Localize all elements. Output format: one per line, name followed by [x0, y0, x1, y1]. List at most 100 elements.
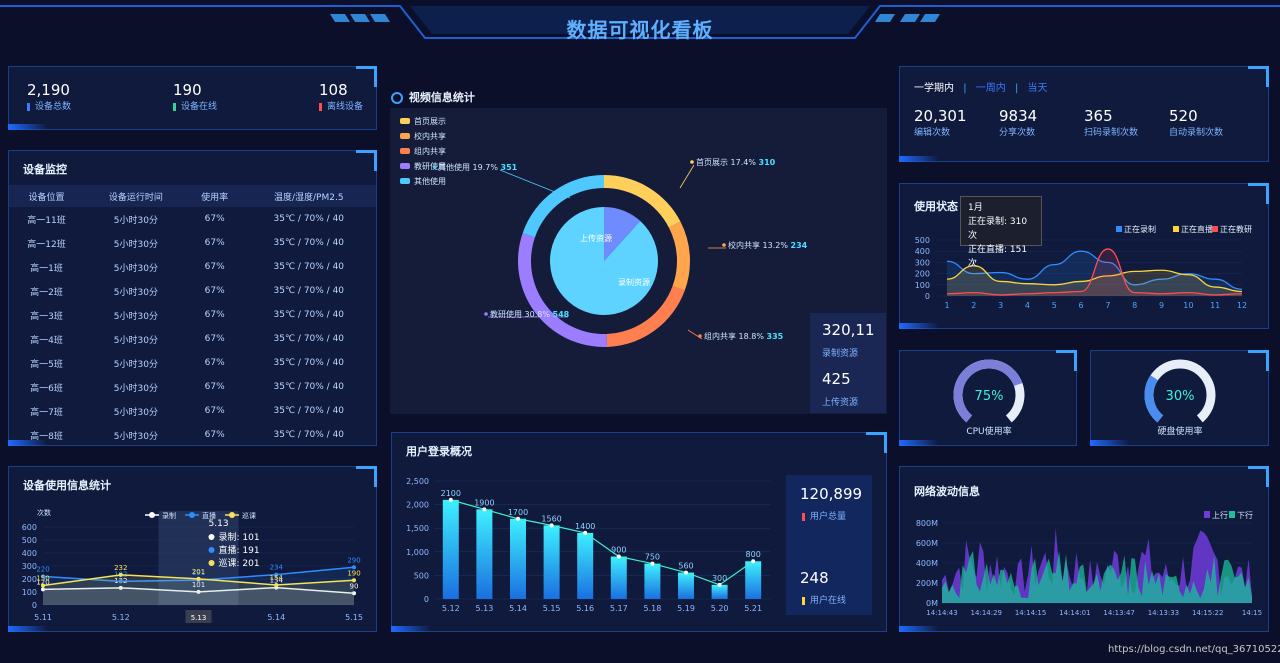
data-point[interactable] [352, 591, 356, 596]
network-area-chart[interactable]: 0M 200M 400M 600M 800M 14:14:43 14:14:29 14:14:… [900, 467, 1268, 631]
bar[interactable] [510, 518, 526, 599]
data-point[interactable] [41, 587, 45, 592]
bar[interactable] [745, 561, 762, 599]
data-point[interactable] [196, 589, 201, 594]
legend-swatch [400, 133, 410, 139]
y-tick-label: 500 [22, 536, 37, 545]
y-tick-label: 400 [915, 247, 930, 256]
data-point[interactable] [352, 578, 356, 583]
legend-label[interactable]: 首页展示 [414, 116, 446, 126]
panel-title: 用户登录概况 [406, 445, 472, 458]
device-monitor-table: 设备位置 设备运行时间 使用率 温度/湿度/PM2.5 高一11班 5小时30分 6… [9, 185, 376, 447]
table-cell: 35℃ / 70% / 40 [273, 358, 345, 368]
table-row[interactable]: 高一4班 5小时30分 67% 35℃ / 70% / 40 [9, 327, 376, 351]
table-row[interactable]: 高一2班 5小时30分 67% 35℃ / 70% / 40 [9, 279, 376, 303]
usage-state-line-chart[interactable]: 01002003004005001 2 3 4 5 6 7 8 9 10 11 12正在录制 正在直播正… [900, 184, 1268, 328]
x-tick-label: 5.15 [543, 604, 561, 613]
legend-label[interactable]: 巡课 [242, 511, 256, 520]
legend-label[interactable]: 其他使用 [414, 176, 446, 186]
data-point[interactable] [352, 565, 356, 570]
data-point[interactable] [118, 579, 123, 584]
trend-point [717, 582, 722, 587]
table-cell: 5小时30分 [113, 263, 158, 274]
bar[interactable] [543, 525, 560, 599]
table-row[interactable]: 高一3班 5小时30分 67% 35℃ / 70% / 40 [9, 303, 376, 327]
table-cell: 高一8班 [30, 431, 63, 442]
login-bar-chart[interactable]: 0 500 1,000 1,500 2,000 2,500 2100 5.12 1900 5.13… [392, 433, 782, 631]
inner-pie-slice[interactable] [550, 207, 658, 315]
stat-edit-count: 20,301 编辑次数 [914, 107, 967, 138]
data-point[interactable] [274, 582, 279, 587]
tab-semester[interactable]: 一学期内 [914, 83, 954, 94]
tab-today[interactable]: 当天 [1027, 83, 1048, 94]
data-point[interactable] [274, 572, 279, 577]
data-label: 234 [270, 564, 284, 572]
legend-label[interactable]: 正在录制 [1124, 224, 1156, 234]
callout-label: 其他使用 19.7% 351 [438, 162, 518, 172]
donut-slice[interactable] [522, 175, 604, 238]
table-cell: 5小时30分 [113, 239, 158, 250]
usage-state-tooltip: 1月 正在录制: 310次 正在直播: 151次 [960, 196, 1042, 269]
legend-label[interactable]: 录制 [162, 511, 176, 520]
donut-slice[interactable] [604, 175, 681, 228]
callout-line [679, 164, 695, 189]
bar[interactable] [476, 509, 493, 599]
callout-label: 首页展示 17.4% 310 [696, 157, 776, 167]
legend-label[interactable]: 直播 [202, 511, 216, 520]
donut-slice[interactable] [668, 221, 690, 291]
table-row[interactable]: 高一11班 5小时30分 67% 35℃ / 70% / 40 [9, 207, 376, 231]
bar[interactable] [644, 563, 661, 599]
data-point[interactable] [118, 572, 123, 577]
user-login-panel: 用户登录概况 0 500 1,000 1,500 2,000 2,500 2100 5.12 1… [391, 432, 887, 632]
x-tick-label: 5.14 [509, 604, 527, 613]
x-tick-label: 5.19 [677, 604, 695, 613]
tab-week[interactable]: 一周内 [975, 83, 1006, 94]
table-row[interactable]: 高一8班 5小时30分 67% 35℃ / 70% / 40 [9, 423, 376, 447]
y-tick-label: 600 [22, 523, 37, 532]
y-tick-label: 100 [915, 281, 930, 290]
inner-pie-slice[interactable] [604, 207, 641, 261]
data-point[interactable] [41, 583, 45, 588]
legend-label[interactable]: 校内共享 [414, 131, 446, 141]
y-tick-label: 2,500 [406, 477, 429, 486]
tab-divider: | [963, 83, 967, 94]
legend-label[interactable]: 教研使用 [414, 161, 446, 171]
donut-slice[interactable] [518, 233, 608, 347]
bar[interactable] [610, 556, 627, 599]
usage-line-chart[interactable]: 次数 0 100 200 300 400 500 600 5.11 5.12 5.13 5.14 5.1… [9, 467, 376, 631]
gauge-label: CPU使用率 [966, 425, 1011, 437]
legend-label[interactable]: 下行 [1237, 510, 1253, 520]
legend-label[interactable]: 正在教研 [1220, 224, 1252, 234]
table-row[interactable]: 高一6班 5小时30分 67% 35℃ / 70% / 40 [9, 375, 376, 399]
table-row[interactable]: 高一12班 5小时30分 67% 35℃ / 70% / 40 [9, 231, 376, 255]
bar[interactable] [711, 584, 728, 599]
legend-label[interactable]: 组内共享 [414, 146, 446, 156]
series-area [43, 587, 354, 605]
table-cell: 67% [204, 286, 225, 296]
table-cell: 高一7班 [30, 407, 63, 418]
legend-label[interactable]: 上行 [1212, 510, 1228, 520]
legend-label[interactable]: 正在直播 [1181, 224, 1213, 234]
x-tick-label: 5.21 [744, 604, 762, 613]
data-point[interactable] [41, 574, 45, 579]
bar[interactable] [577, 532, 594, 599]
table-row[interactable]: 高一1班 5小时30分 67% 35℃ / 70% / 40 [9, 255, 376, 279]
device-monitor-panel: 设备监控 设备位置 设备运行时间 使用率 温度/湿度/PM2.5 高一11班 5小… [8, 150, 377, 446]
data-point[interactable] [118, 585, 123, 590]
callout-marker [722, 243, 726, 247]
page-title: 数据可视化看板 [566, 18, 714, 42]
table-cell: 5小时30分 [113, 431, 158, 442]
download-area [942, 550, 1252, 603]
table-row[interactable]: 高一5班 5小时30分 67% 35℃ / 70% / 40 [9, 351, 376, 375]
table-row[interactable]: 高一7班 5小时30分 67% 35℃ / 70% / 40 [9, 399, 376, 423]
table-cell: 35℃ / 70% / 40 [273, 382, 345, 392]
data-point[interactable] [196, 576, 201, 581]
table-cell: 高一12班 [27, 239, 66, 250]
y-tick-label: 200 [22, 575, 37, 584]
bar[interactable] [678, 572, 694, 599]
bar[interactable] [442, 499, 459, 599]
donut-slice[interactable] [606, 286, 685, 347]
x-tick-label: 5.17 [610, 604, 628, 613]
x-tick-label: 3 [998, 301, 1003, 310]
